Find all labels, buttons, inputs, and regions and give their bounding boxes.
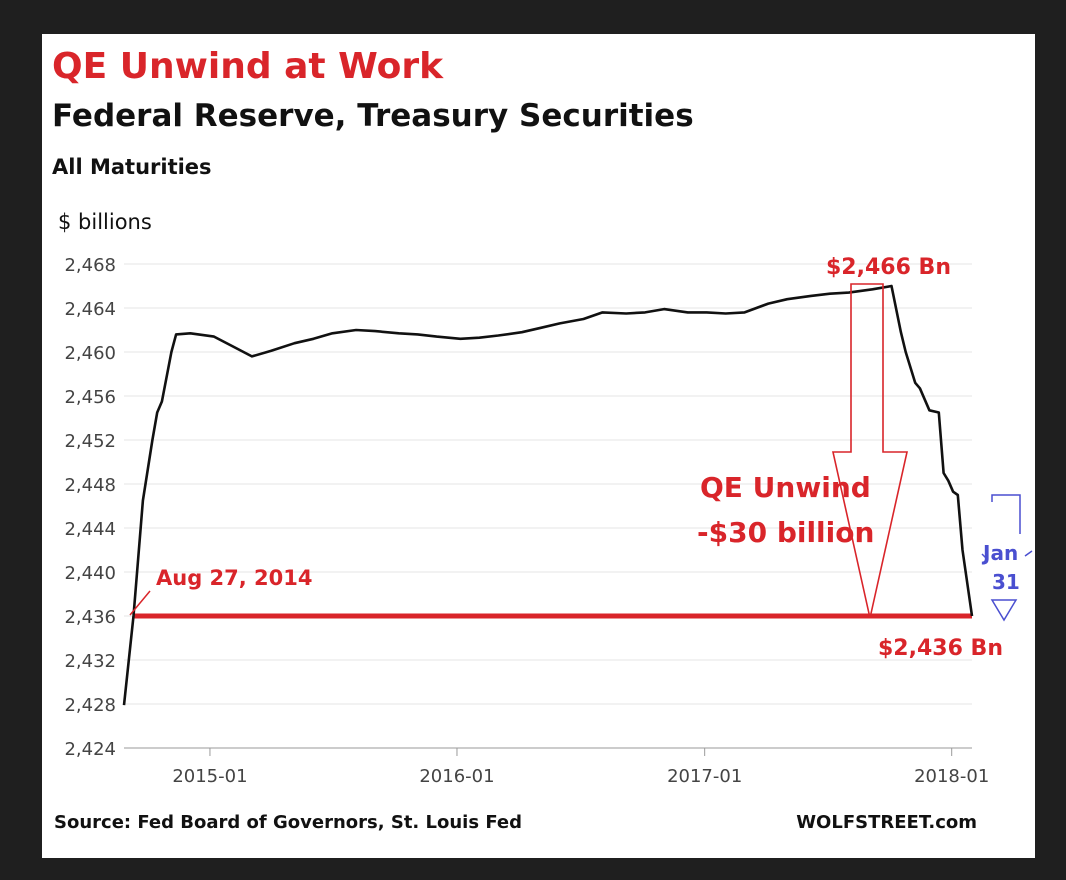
- series-layer: [122, 284, 974, 706]
- start-date-label: Aug 27, 2014: [156, 566, 313, 590]
- jan-label-line2: 31: [992, 570, 1020, 594]
- y-tick-label: 2,440: [64, 563, 116, 584]
- source-note: Source: Fed Board of Governors, St. Loui…: [54, 812, 522, 833]
- line-chart: 2,424 2,428 2,432 2,436 2,440 2,444 2,448 2,452…: [64, 255, 1033, 787]
- chart-panel: QE Unwind at Work Federal Reserve, Treas…: [42, 34, 1035, 858]
- unwind-arrow-icon: [832, 283, 908, 619]
- y-tick-label: 2,444: [64, 519, 116, 540]
- x-tick-label: 2016-01: [419, 766, 494, 787]
- x-tick-label: 2015-01: [172, 766, 247, 787]
- y-tick-label: 2,460: [64, 343, 116, 364]
- x-tick-label: 2018-01: [914, 766, 989, 787]
- x-tick-label: 2017-01: [667, 766, 742, 787]
- y-axis-tick-labels: 2,424 2,428 2,432 2,436 2,440 2,444 2,448 2,452…: [64, 255, 116, 760]
- peak-label: $2,466 Bn: [826, 255, 951, 280]
- jan-bracket-icon: [991, 494, 1021, 534]
- y-tick-label: 2,464: [64, 299, 116, 320]
- y-tick-label: 2,452: [64, 431, 116, 452]
- x-axis: 2015-01 2016-01 2017-01 2018-01: [124, 747, 989, 787]
- y-tick-label: 2,424: [64, 739, 116, 760]
- start-marker-line: [129, 590, 151, 616]
- series-line: [122, 284, 974, 706]
- end-value-label: $2,436 Bn: [878, 636, 1003, 661]
- unwind-label-line1: QE Unwind: [700, 471, 871, 504]
- y-tick-label: 2,456: [64, 387, 116, 408]
- chart-subtitle: Federal Reserve, Treasury Securities: [52, 98, 694, 134]
- jan-label-line1: Jan: [981, 541, 1018, 565]
- y-tick-label: 2,432: [64, 651, 116, 672]
- y-tick-label: 2,436: [64, 607, 116, 628]
- y-tick-label: 2,448: [64, 475, 116, 496]
- brand-label: WOLFSTREET.com: [796, 812, 977, 833]
- unwind-label-line2: -$30 billion: [697, 516, 874, 549]
- annotations: $2,466 Bn Aug 27, 2014 QE Unwind -$30 bi…: [129, 255, 1033, 661]
- chart-subsubtitle: All Maturities: [52, 155, 212, 179]
- y-axis-unit-label: $ billions: [58, 210, 152, 234]
- jan-pointer-icon: [981, 550, 1033, 622]
- y-tick-label: 2,428: [64, 695, 116, 716]
- chart-title: QE Unwind at Work: [52, 46, 444, 87]
- y-tick-label: 2,468: [64, 255, 116, 276]
